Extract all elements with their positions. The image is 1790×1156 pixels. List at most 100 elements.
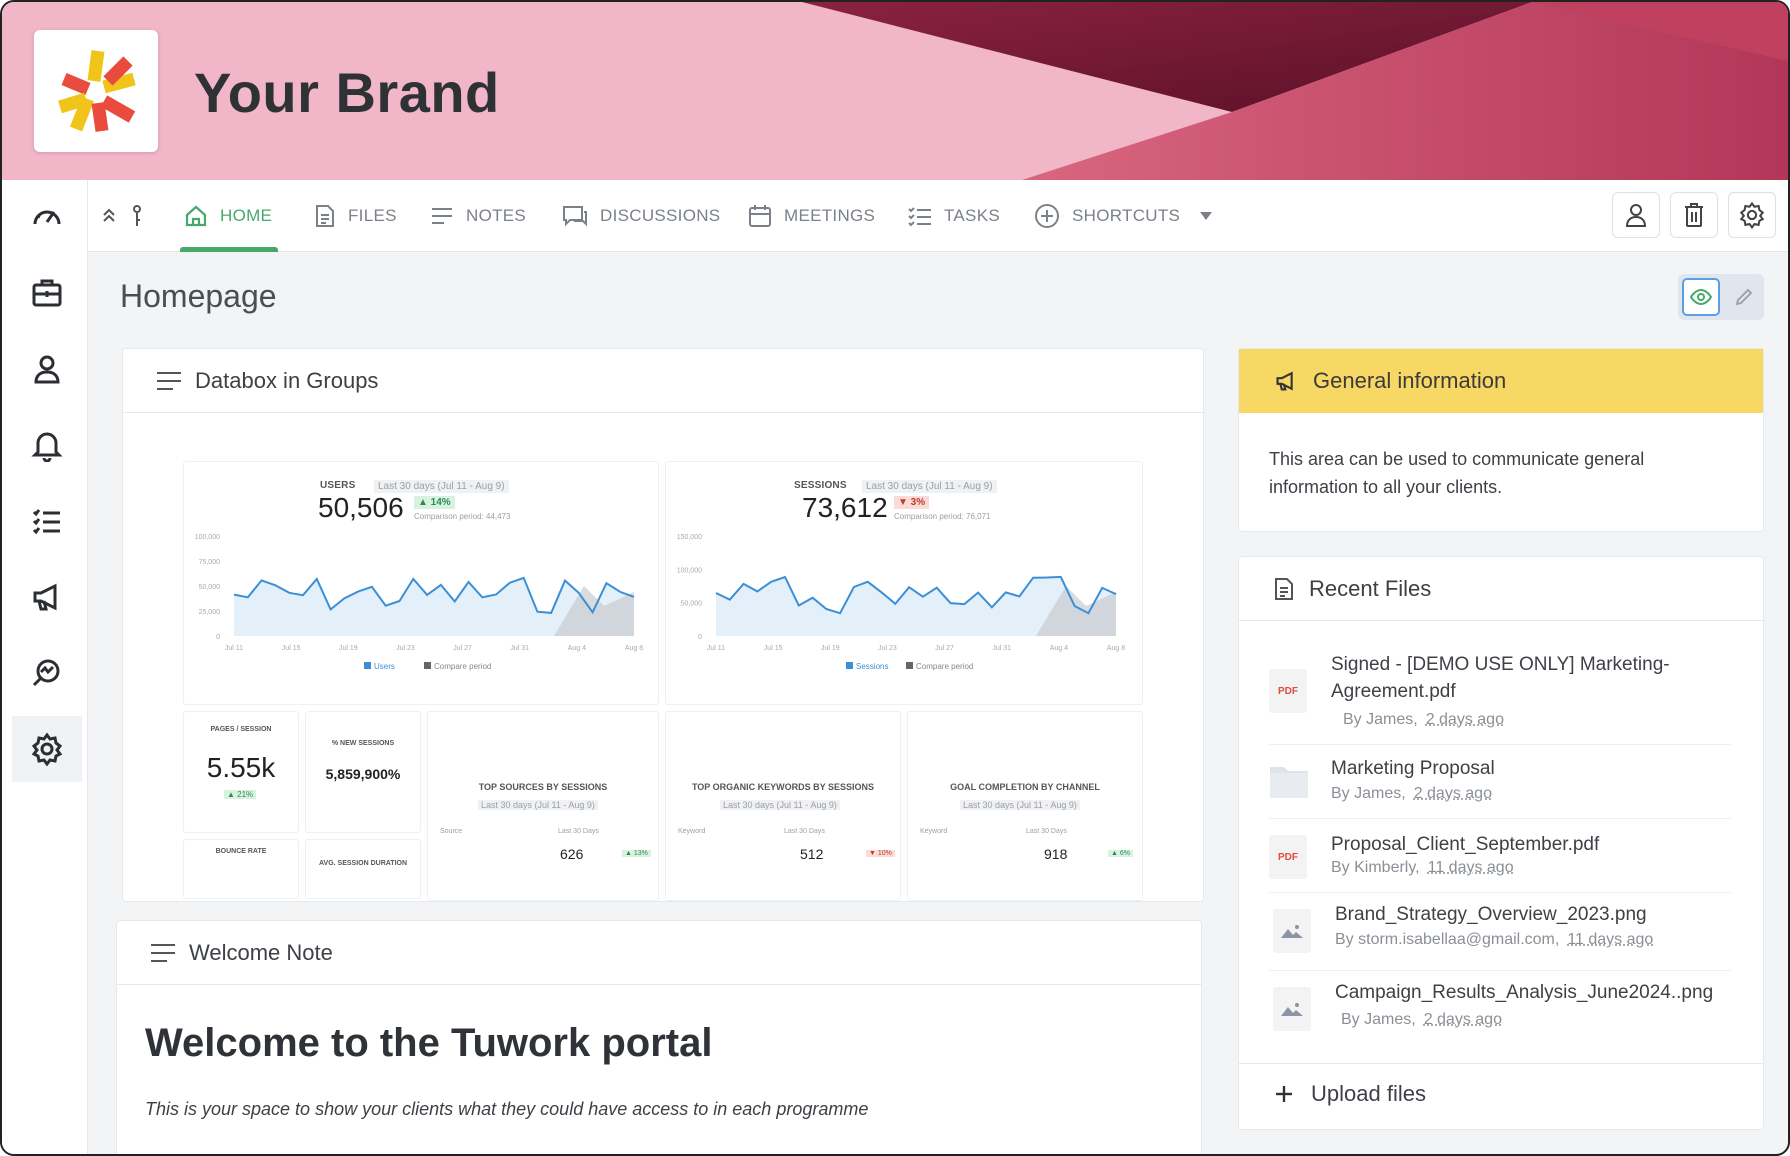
- dashboard-gauge-icon[interactable]: [12, 184, 82, 250]
- upload-files-button[interactable]: Upload files: [1275, 1081, 1426, 1107]
- x-tick-label: Aug 8: [1107, 645, 1125, 652]
- x-tick-label: Jul 15: [764, 645, 783, 652]
- x-tick-label: Jul 23: [878, 645, 897, 652]
- collapse-chevron-icon[interactable]: [102, 206, 116, 229]
- view-edit-toggle: [1678, 274, 1764, 320]
- legend-swatch: [906, 662, 913, 669]
- goal-completion-value: 918: [1044, 846, 1068, 862]
- y-tick-label: 150,000: [677, 534, 702, 541]
- x-tick-label: Aug 4: [568, 645, 586, 652]
- avg-session-panel: AVG. SESSION DURATION: [305, 839, 421, 899]
- x-tick-label: Jul 11: [225, 645, 243, 652]
- file-row[interactable]: Campaign_Results_Analysis_June2024..png …: [1269, 971, 1731, 1047]
- users-line-chart: 100,000 75,000 50,000 25,000 0 Jul 11 Jul 15 Ju…: [195, 534, 644, 671]
- file-name: Brand_Strategy_Overview_2023.png: [1335, 904, 1647, 925]
- series-area: [716, 576, 1116, 636]
- file-row[interactable]: PDF Proposal_Client_September.pdf By Kim…: [1269, 819, 1731, 893]
- user-icon[interactable]: [12, 336, 82, 402]
- top-sources-range: Last 30 days (Jul 11 - Aug 9): [478, 800, 598, 810]
- series-line: [233, 576, 635, 615]
- sessions-line-chart: 150,000 100,000 50,000 0 Jul 11 Jul 15 Jul 19 J…: [677, 534, 1126, 671]
- tab-home[interactable]: HOME: [179, 180, 279, 252]
- legend-swatch: [364, 662, 371, 669]
- megaphone-icon[interactable]: [12, 564, 82, 630]
- tab-notes-label: NOTES: [466, 206, 527, 225]
- databox-dashboard: USERS Last 30 days (Jul 11 - Aug 9) 50,5…: [183, 461, 1143, 901]
- file-name: Proposal_Client_September.pdf: [1331, 834, 1600, 855]
- legend-label: Compare period: [916, 662, 973, 671]
- top-keywords-range: Last 30 days (Jul 11 - Aug 9): [720, 800, 840, 810]
- x-tick-label: Jul 27: [453, 645, 472, 652]
- settings-button[interactable]: [1728, 192, 1776, 238]
- y-tick-label: 100,000: [677, 567, 702, 574]
- gear-icon[interactable]: [12, 716, 82, 782]
- tab-notes[interactable]: NOTES: [430, 180, 526, 252]
- top-keywords-value: 512: [800, 846, 824, 862]
- users-change: ▲ 14%: [414, 496, 455, 509]
- goal-completion-label: GOAL COMPLETION BY CHANNEL: [950, 782, 1100, 792]
- tab-meetings[interactable]: MEETINGS: [748, 180, 875, 252]
- new-sessions-value: 5,859,900%: [325, 766, 401, 782]
- chevron-down-icon: [1200, 212, 1213, 220]
- series-area: [234, 577, 634, 636]
- new-sessions-label: % NEW SESSIONS: [331, 740, 395, 747]
- x-tick-label: Jul 15: [282, 645, 301, 652]
- y-tick-label: 25,000: [199, 609, 221, 616]
- view-mode-button[interactable]: [1682, 278, 1720, 316]
- edit-mode-button[interactable]: [1726, 278, 1762, 316]
- top-keywords-label: TOP ORGANIC KEYWORDS BY SESSIONS: [691, 782, 875, 792]
- file-meta: By Kimberly, 11 days ago: [1331, 859, 1514, 876]
- pdf-icon: PDF: [1269, 669, 1307, 713]
- calendar-icon: [749, 205, 771, 227]
- tab-discussions[interactable]: DISCUSSIONS: [562, 180, 720, 252]
- y-tick-label: 0: [698, 634, 702, 641]
- file-row[interactable]: PDF Signed - [DEMO USE ONLY] Marketing- …: [1269, 643, 1731, 745]
- sessions-range: Last 30 days (Jul 11 - Aug 9): [862, 480, 997, 493]
- notes-icon: [157, 371, 181, 390]
- trash-icon: [1685, 203, 1703, 227]
- users-range: Last 30 days (Jul 11 - Aug 9): [374, 480, 509, 493]
- top-keywords-col1: Keyword: [678, 828, 706, 835]
- analytics-icon[interactable]: [12, 640, 82, 706]
- brand-logo[interactable]: [34, 30, 158, 152]
- pages-session-panel: PAGES / SESSION 5.55k ▲ 21%: [183, 711, 299, 833]
- goal-completion-change: ▲ 6%: [1108, 850, 1133, 857]
- sessions-value: 73,612: [802, 492, 888, 523]
- file-name: Campaign_Results_Analysis_June2024..png: [1335, 982, 1714, 1003]
- brand-title: Your Brand: [194, 61, 500, 124]
- eye-icon: [1690, 289, 1712, 305]
- list-icon[interactable]: [12, 488, 82, 554]
- top-sources-label: TOP SOURCES BY SESSIONS: [478, 782, 608, 792]
- trash-button[interactable]: [1670, 192, 1718, 238]
- top-sources-change: ▲ 13%: [622, 850, 651, 857]
- goal-completion-col1: Keyword: [920, 828, 948, 835]
- profile-button[interactable]: [1612, 192, 1660, 238]
- page-title: Homepage: [120, 278, 277, 314]
- users-value: 50,506: [318, 492, 404, 523]
- y-tick-label: 50,000: [681, 601, 703, 608]
- bounce-rate-label: BOUNCE RATE: [215, 848, 267, 855]
- file-row[interactable]: Marketing Proposal By James, 2 days ago: [1269, 745, 1731, 819]
- databox-card-header: Databox in Groups: [123, 349, 1203, 413]
- image-icon: [1273, 987, 1311, 1031]
- tab-home-label: HOME: [220, 206, 273, 225]
- pdf-icon: PDF: [1269, 835, 1307, 879]
- file-row[interactable]: Brand_Strategy_Overview_2023.png By stor…: [1269, 893, 1731, 971]
- file-meta: By storm.isabellaa@gmail.com, 11 days ago: [1335, 931, 1654, 948]
- briefcase-icon[interactable]: [12, 260, 82, 326]
- pin-icon[interactable]: [132, 204, 142, 233]
- tab-shortcuts[interactable]: SHORTCUTS: [1034, 180, 1213, 252]
- tab-files[interactable]: FILES: [314, 180, 397, 252]
- goal-completion-panel: GOAL COMPLETION BY CHANNEL Last 30 days …: [907, 711, 1143, 901]
- tab-tasks[interactable]: TASKS: [908, 180, 1000, 252]
- gear-icon: [1739, 201, 1765, 229]
- sessions-compare: Comparison period: 76,071: [894, 512, 991, 521]
- bell-icon[interactable]: [12, 412, 82, 478]
- folder-icon: [1269, 763, 1309, 804]
- notes-icon: [432, 208, 452, 224]
- y-tick-label: 50,000: [199, 584, 221, 591]
- pages-session-value: 5.55k: [206, 752, 276, 783]
- tab-files-label: FILES: [348, 206, 397, 225]
- databox-card: Databox in Groups USERS Last 30 days (Ju…: [122, 348, 1204, 902]
